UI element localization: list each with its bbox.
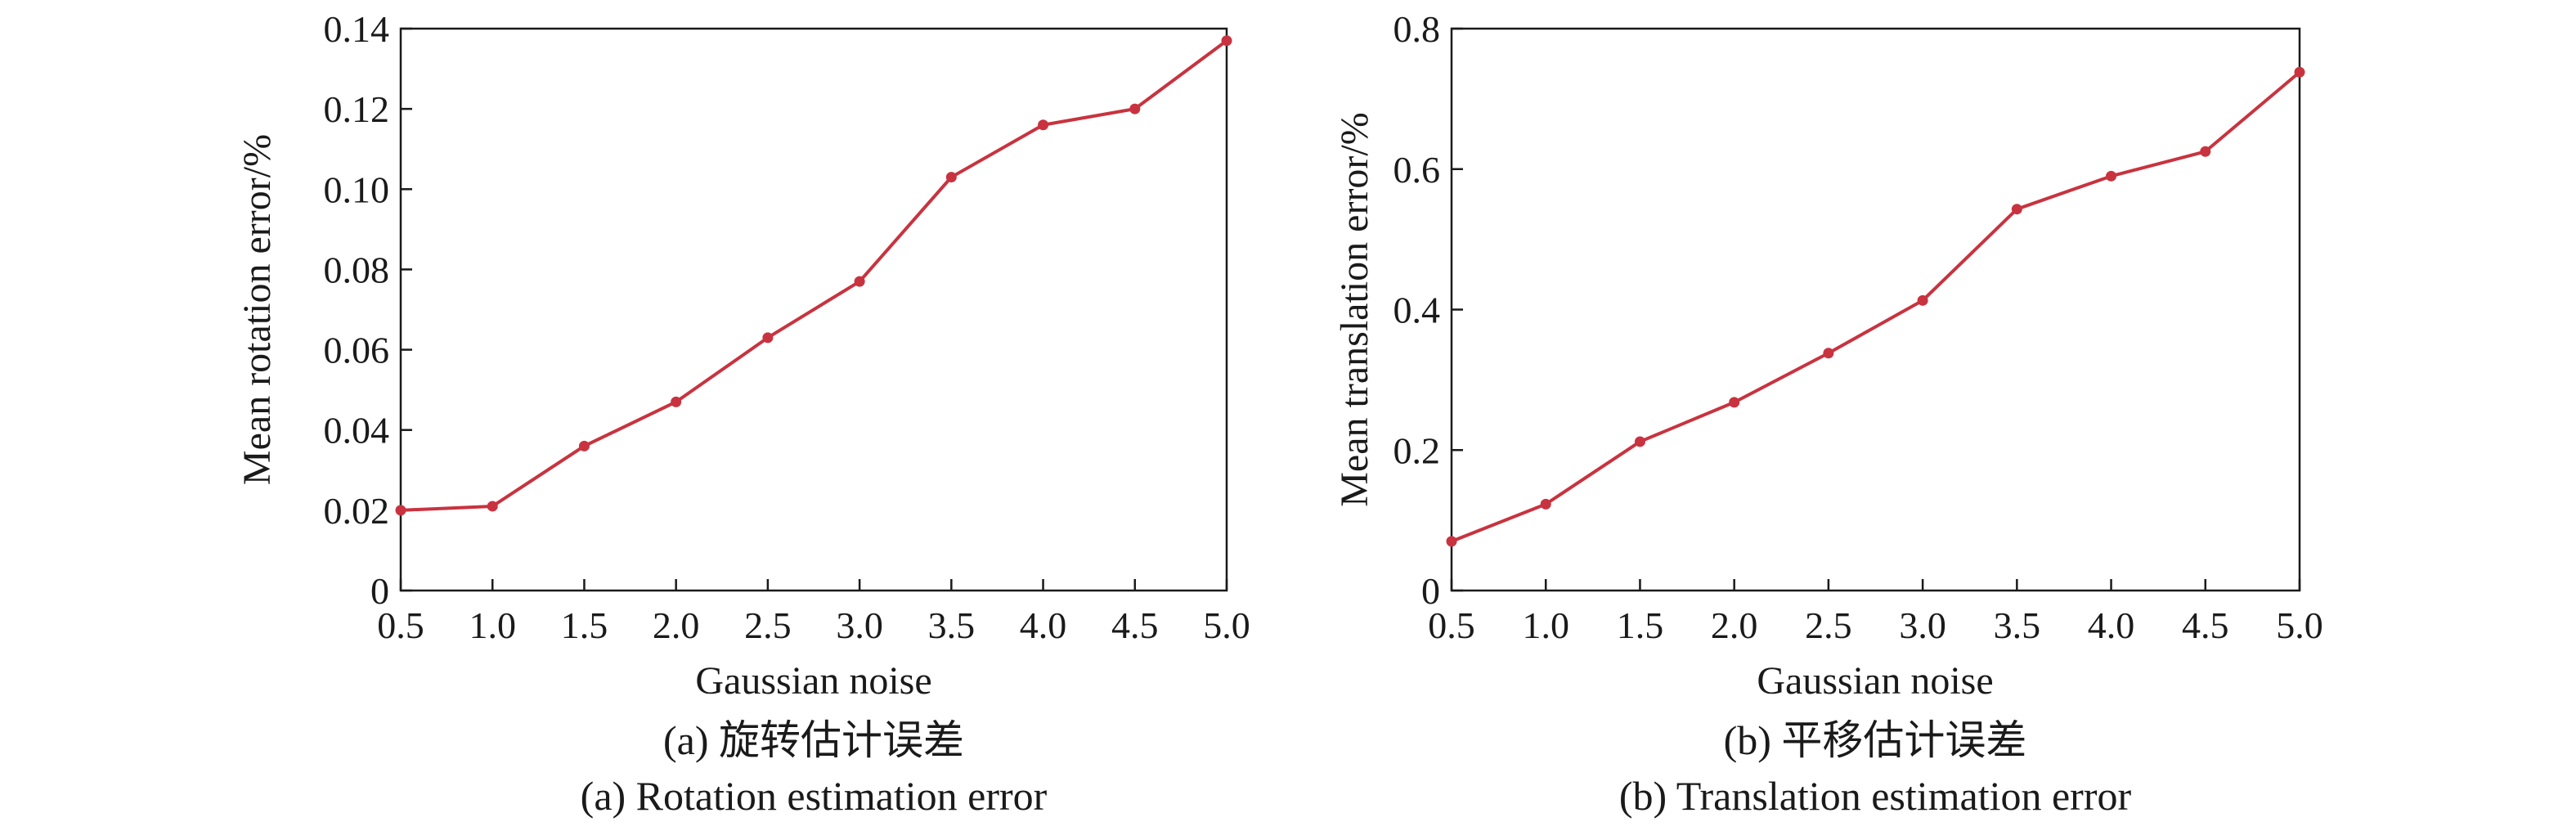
rotation-y-tick-label: 0.10 [324, 168, 390, 210]
translation-caption-cn: (b) 平移估计误差 [1724, 717, 2027, 763]
rotation-y-tick-label: 0.12 [324, 88, 390, 130]
translation-x-tick-label: 2.0 [1711, 604, 1758, 646]
rotation-data-point [1038, 119, 1049, 131]
rotation-x-tick-label: 3.5 [928, 604, 976, 646]
rotation-x-tick-label: 2.0 [653, 604, 700, 646]
rotation-x-tick-label: 1.5 [561, 604, 608, 646]
rotation-data-point [762, 332, 774, 344]
translation-y-axis-title: Mean translation error/% [1333, 112, 1376, 506]
rotation-x-tick-label: 5.0 [1203, 604, 1250, 646]
translation-y-tick-label: 0.6 [1393, 149, 1441, 191]
rotation-data-point [395, 505, 406, 516]
translation-x-axis-title: Gaussian noise [1757, 659, 1993, 703]
rotation-x-tick-label: 4.0 [1020, 604, 1067, 646]
translation-data-point [2294, 66, 2305, 78]
rotation-y-tick-label: 0.14 [324, 8, 390, 50]
translation-y-tick-label: 0 [1421, 570, 1440, 612]
rotation-plot-frame [399, 27, 1228, 592]
translation-data-point [1634, 436, 1645, 447]
rotation-x-tick-label: 3.0 [836, 604, 883, 646]
rotation-x-tick-label: 0.5 [377, 604, 424, 646]
translation-x-tick-label: 0.5 [1428, 604, 1475, 646]
translation-plot-frame [1450, 27, 2301, 592]
translation-series-line [1451, 70, 2301, 543]
rotation-series-line [400, 39, 1228, 512]
translation-x-tick-label: 2.5 [1805, 604, 1852, 646]
translation-y-tick-label: 0.2 [1393, 429, 1441, 471]
rotation-data-point [945, 172, 957, 183]
rotation-x-tick-label: 1.0 [469, 604, 516, 646]
translation-y-tick-label: 0.8 [1393, 8, 1441, 50]
translation-data-point [2200, 146, 2211, 157]
rotation-y-tick-label: 0 [370, 570, 389, 612]
rotation-x-axis-title: Gaussian noise [695, 659, 931, 703]
rotation-y-tick-label: 0.02 [324, 490, 390, 532]
rotation-y-tick-label: 0.04 [324, 410, 390, 451]
translation-data-point [1446, 536, 1457, 547]
rotation-y-tick-label: 0.08 [324, 249, 390, 290]
translation-y-tick-label: 0.4 [1393, 290, 1441, 331]
rotation-caption-cn: (a) 旋转估计误差 [663, 717, 964, 763]
translation-data-point [1540, 498, 1551, 510]
rotation-y-tick-label: 0.06 [324, 330, 390, 371]
translation-x-tick-label: 4.5 [2182, 604, 2229, 646]
rotation-x-tick-label: 4.5 [1111, 604, 1159, 646]
translation-x-tick-label: 5.0 [2276, 604, 2323, 646]
rotation-data-point [671, 396, 682, 407]
rotation-data-point [1221, 35, 1232, 47]
translation-x-tick-label: 3.0 [1899, 604, 1946, 646]
translation-data-point [1729, 397, 1740, 408]
translation-caption-en: (b) Translation estimation error [1619, 773, 2132, 819]
translation-data-point [1823, 348, 1834, 359]
rotation-data-point [578, 440, 590, 451]
rotation-data-point [1129, 103, 1141, 115]
rotation-caption-en: (a) Rotation estimation error [581, 773, 1048, 819]
translation-x-tick-label: 1.0 [1522, 604, 1569, 646]
rotation-data-point [487, 501, 498, 512]
translation-x-tick-label: 3.5 [1994, 604, 2041, 646]
rotation-data-point [854, 276, 865, 287]
rotation-x-tick-label: 2.5 [744, 604, 792, 646]
translation-x-tick-label: 4.0 [2088, 604, 2135, 646]
translation-data-point [2011, 204, 2022, 215]
translation-data-point [1917, 294, 1928, 306]
translation-x-tick-label: 1.5 [1617, 604, 1664, 646]
translation-data-point [2106, 170, 2117, 182]
rotation-y-axis-title: Mean rotation error/% [236, 134, 279, 485]
